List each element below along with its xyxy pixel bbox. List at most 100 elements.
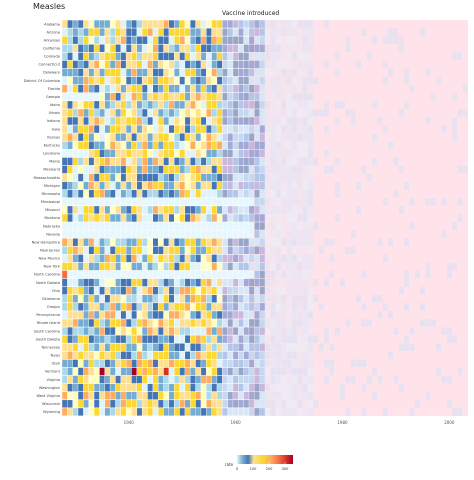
heatmap-cell [281, 84, 287, 93]
heatmap-cell [120, 262, 126, 271]
heatmap-cell [275, 125, 281, 133]
heatmap-cell [185, 367, 191, 376]
heatmap-cell [147, 246, 153, 255]
heatmap-cell [99, 391, 105, 400]
heatmap-cell [110, 141, 116, 149]
heatmap-cell [104, 246, 110, 255]
heatmap-cell [201, 295, 207, 303]
heatmap-cell [286, 52, 292, 61]
heatmap-cell [153, 20, 158, 28]
heatmap-cell [211, 149, 217, 158]
heatmap-cell [190, 359, 196, 368]
heatmap-cell [222, 278, 228, 287]
heatmap-cell [99, 375, 105, 384]
heatmap-cell [185, 133, 191, 141]
heatmap-cell [201, 286, 207, 295]
heatmap-cell [142, 181, 148, 190]
heatmap-cell [120, 165, 126, 174]
heatmap-cell [131, 359, 137, 368]
heatmap-cell [88, 303, 94, 311]
heatmap-cell [147, 286, 153, 295]
heatmap-cell [131, 133, 137, 141]
heatmap-cell [131, 20, 137, 28]
state-label: Ohio [52, 289, 60, 293]
heatmap-cell [126, 278, 132, 287]
heatmap-cell [243, 141, 249, 149]
heatmap-cell [94, 36, 100, 44]
state-labels: AlabamaArizonaArkansasCaliforniaColorado… [24, 22, 61, 414]
heatmap-cell [222, 238, 228, 246]
heatmap-cell [307, 101, 313, 109]
heatmap-cell [233, 206, 239, 214]
heatmap-cell [136, 165, 142, 174]
heatmap-cell [136, 198, 142, 206]
heatmap-cell [67, 286, 73, 295]
heatmap-cell [425, 117, 431, 125]
heatmap-cell [62, 270, 68, 279]
heatmap-cell [217, 214, 223, 222]
heatmap-cell [393, 375, 399, 384]
heatmap-cell [211, 351, 217, 360]
heatmap-cell [158, 149, 164, 158]
heatmap-cell [201, 383, 207, 392]
heatmap-cell [83, 278, 89, 287]
heatmap-cell [174, 60, 180, 69]
state-label: Michigan [44, 184, 60, 188]
heatmap-cell [307, 391, 313, 400]
heatmap-cell [142, 319, 148, 327]
heatmap-cell [243, 246, 249, 255]
heatmap-cell [334, 214, 340, 222]
heatmap-cell [297, 230, 303, 238]
heatmap-cell [211, 238, 217, 246]
heatmap-cell [201, 303, 207, 311]
heatmap-cell [115, 28, 121, 36]
heatmap-cell [153, 343, 158, 351]
heatmap-cell [169, 68, 174, 77]
heatmap-cell [291, 76, 297, 85]
heatmap-cell [275, 391, 281, 400]
heatmap-cell [297, 28, 303, 36]
heatmap-cell [110, 408, 116, 416]
heatmap-cell [233, 181, 239, 190]
heatmap-cell [222, 246, 228, 255]
heatmap-cell [147, 68, 153, 77]
heatmap-cell [206, 303, 212, 311]
heatmap-cell [120, 319, 126, 327]
heatmap-cell [174, 157, 180, 166]
heatmap-cell [259, 84, 265, 93]
heatmap-cell [281, 359, 287, 368]
heatmap-cell [136, 351, 142, 360]
heatmap-cell [233, 238, 239, 246]
heatmap-cell [88, 327, 94, 335]
state-label: Mississippi [41, 200, 60, 204]
heatmap-cell [115, 20, 121, 28]
heatmap-cell [104, 157, 110, 166]
heatmap-cell [169, 327, 174, 335]
heatmap-cell [302, 246, 308, 255]
heatmap-cell [174, 335, 180, 343]
heatmap-cell [179, 28, 185, 36]
heatmap-cell [120, 359, 126, 368]
heatmap-cell [67, 319, 73, 327]
heatmap-cell [104, 189, 110, 198]
heatmap-cell [147, 109, 153, 117]
heatmap-cell [270, 157, 276, 166]
heatmap-cell [94, 286, 100, 295]
heatmap-cell [195, 125, 201, 133]
heatmap-cell [254, 278, 260, 287]
heatmap-cell [222, 319, 228, 327]
heatmap-cell [270, 68, 276, 77]
heatmap-cell [339, 391, 345, 400]
heatmap-cell [233, 149, 239, 158]
heatmap-cell [115, 52, 121, 61]
heatmap-cell [174, 76, 180, 85]
heatmap-cell [153, 36, 158, 44]
heatmap-cell [211, 60, 217, 69]
heatmap-cell [206, 383, 212, 392]
heatmap-cell [99, 327, 105, 335]
heatmap-cell [110, 335, 116, 343]
heatmap-cell [249, 246, 255, 255]
heatmap-cell [195, 189, 201, 198]
heatmap-cell [110, 343, 116, 351]
heatmap-cell [265, 84, 271, 93]
